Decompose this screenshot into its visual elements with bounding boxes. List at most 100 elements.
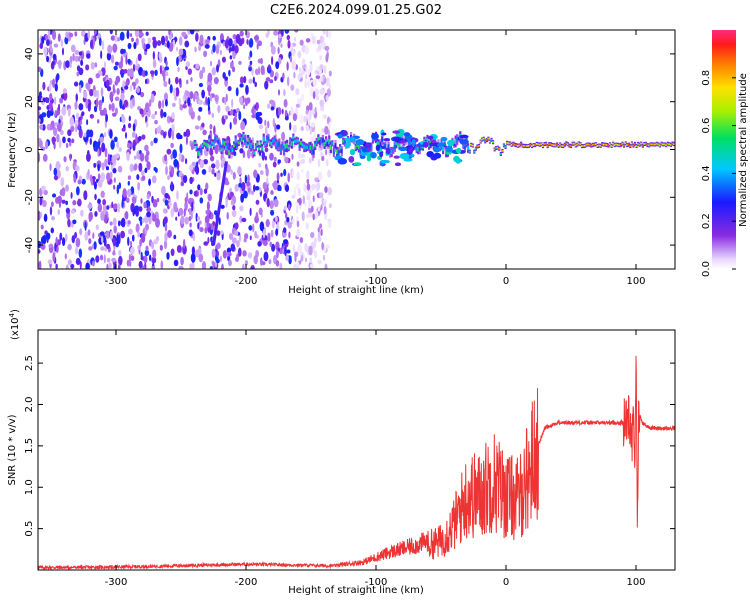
spectrogram-noise-speck (114, 107, 118, 115)
spectrogram-noise-speck (305, 124, 310, 132)
spectrogram-blob (381, 132, 387, 136)
spectrogram-noise-speck (120, 230, 126, 239)
spectrogram-noise-speck (254, 185, 260, 191)
spectrogram-track-cell (476, 145, 479, 148)
spectrogram-noise-speck (247, 252, 253, 259)
spectrogram-noise-speck (119, 31, 125, 41)
spectrogram-noise-speck (158, 52, 162, 60)
spectrogram-noise-speck (259, 170, 264, 176)
spectrogram-noise-speck (111, 102, 115, 112)
spectrogram-noise-speck (45, 232, 51, 240)
spectrogram-noise-speck (163, 239, 168, 250)
spectrogram-noise-speck (306, 178, 310, 184)
spectrogram-noise-speck (272, 180, 278, 191)
spectrogram-track-cell (495, 147, 498, 149)
spectrogram-noise-speck (328, 70, 332, 77)
spectrogram-track-cell (524, 144, 527, 147)
spectrogram-track-cell (301, 143, 304, 147)
spectrogram-noise-speck (190, 77, 193, 82)
spectrogram-track-cell (487, 137, 490, 140)
spectrogram-noise-speck (201, 89, 206, 99)
spectrogram-track-cell (468, 150, 471, 153)
spectrogram-noise-speck (210, 223, 214, 231)
spectrogram-noise-speck (319, 132, 323, 138)
spectrogram-track-cell (647, 144, 650, 147)
spectrogram-noise-speck (264, 119, 267, 127)
spectrogram-track-cell (537, 143, 540, 146)
spectrogram-noise-speck (97, 163, 100, 172)
spectrogram-noise-speck (43, 46, 48, 56)
spectrogram-noise-speck (150, 241, 155, 250)
spectrogram-track-cell (304, 145, 307, 150)
spectrogram-noise-speck (198, 82, 204, 88)
spectrogram-noise-speck (112, 217, 117, 227)
spectrogram-noise-speck (87, 229, 91, 236)
spectrogram-noise-speck (120, 72, 124, 78)
spectrogram-noise-speck (185, 136, 188, 146)
spectrogram-noise-speck (209, 266, 213, 269)
spectrogram-noise-speck (212, 35, 216, 41)
spectrogram-noise-speck (248, 55, 251, 61)
snr-y-ticks: 0.5 1.0 1.5 2.0 2.5 (24, 355, 675, 537)
spectrogram-track-cell (303, 144, 306, 150)
spectrogram-noise-speck (199, 159, 205, 169)
spectrogram-track-cell (493, 148, 496, 151)
spectrogram-noise-speck (286, 249, 291, 254)
spectrogram-noise-speck (119, 98, 123, 109)
spectrogram-noise-speck (275, 228, 279, 236)
spectrogram-noise-speck (225, 115, 228, 120)
spectrogram-noise-speck (84, 221, 87, 231)
spectrogram-noise-speck (195, 249, 200, 258)
spectrogram-track-cell (229, 148, 232, 153)
spectrogram-noise-speck (189, 222, 192, 228)
spectrogram-noise-speck (93, 162, 97, 168)
spectrogram-noise-speck (189, 91, 194, 100)
spectrogram-noise-speck (83, 132, 87, 138)
spectrogram-noise-speck (254, 68, 259, 76)
spectrogram-track-cell (256, 142, 259, 146)
spectrogram-blob (445, 146, 453, 153)
spectrogram-noise-speck (78, 67, 84, 76)
spectrogram-noise-speck (203, 50, 208, 58)
spectrogram-noise-speck (188, 197, 194, 203)
spectrogram-noise-speck (211, 168, 215, 175)
spectrogram-track-cell (463, 145, 466, 150)
spectrogram-noise-speck (247, 174, 250, 183)
spectrogram-track-cell (671, 142, 674, 145)
spectrogram-noise-speck (320, 228, 323, 237)
spectrogram-noise-speck (224, 76, 228, 81)
spectrogram-track-cell (226, 143, 229, 149)
spectrogram-track-cell (259, 142, 262, 146)
spectrogram-noise-speck (155, 218, 161, 228)
spectrogram-noise-speck (251, 67, 254, 76)
spectrogram-track-cell (518, 144, 521, 147)
spectrogram-track-cell (272, 139, 274, 143)
spectrogram-x-tick-label: -100 (365, 276, 388, 287)
spectrogram-noise-speck (182, 174, 188, 184)
spectrogram-noise-speck (199, 188, 203, 196)
spectrogram-noise-speck (185, 61, 191, 68)
spectrogram-track-cell (630, 142, 633, 145)
spectrogram-track-cell (577, 142, 580, 145)
spectrogram-noise-speck (226, 212, 229, 220)
spectrogram-noise-speck (51, 136, 57, 144)
spectrogram-noise-speck (264, 163, 268, 170)
spectrogram-noise-speck (46, 55, 50, 63)
spectrogram-track-cell (253, 151, 256, 155)
spectrogram-noise-speck (78, 51, 83, 56)
spectrogram-noise-speck (150, 93, 155, 103)
spectrogram-noise-speck (246, 39, 249, 45)
spectrogram-noise-speck (199, 197, 204, 204)
spectrogram-track-cell (435, 144, 438, 149)
spectrogram-noise-speck (122, 48, 126, 54)
spectrogram-track-cell (328, 138, 331, 145)
spectrogram-noise-speck (291, 219, 295, 224)
spectrogram-noise-speck (295, 206, 299, 214)
spectrogram-noise-speck (321, 155, 325, 162)
spectrogram-track-cell (257, 146, 260, 151)
spectrogram-noise-speck (319, 55, 323, 60)
spectrogram-noise-speck (172, 149, 178, 159)
spectrogram-track-cell (292, 135, 295, 140)
spectrogram-noise-speck (101, 40, 105, 51)
spectrogram-track-cell (204, 142, 207, 147)
